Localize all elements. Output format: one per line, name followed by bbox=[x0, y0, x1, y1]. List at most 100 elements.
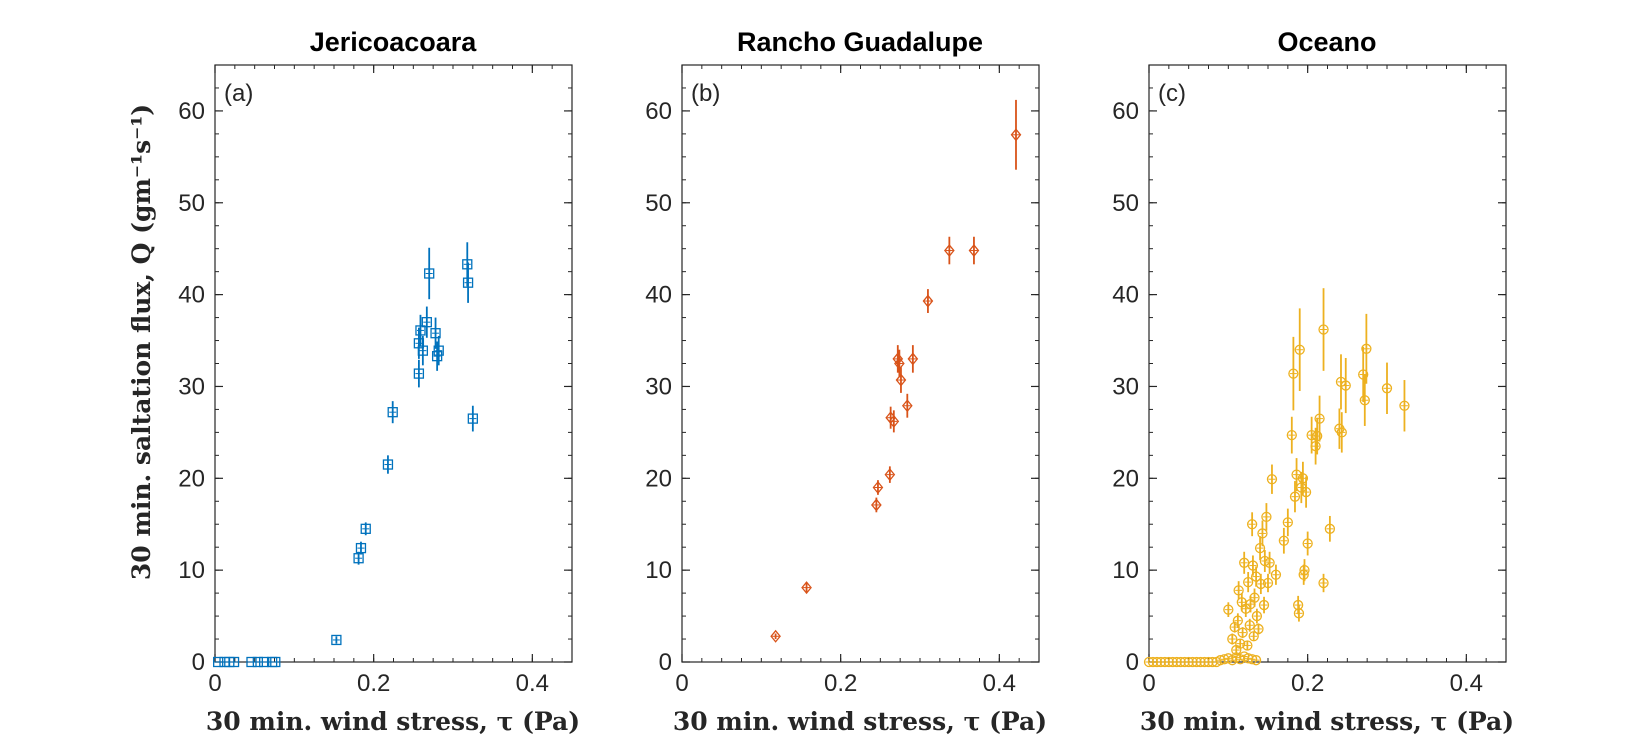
y-tick-label: 10 bbox=[1112, 557, 1139, 584]
square-marker bbox=[415, 325, 426, 336]
data-point bbox=[1318, 573, 1329, 593]
square-marker bbox=[467, 413, 478, 424]
circle-marker bbox=[1255, 578, 1267, 590]
data-point bbox=[1294, 308, 1305, 392]
y-tick-label: 60 bbox=[645, 98, 672, 125]
data-point bbox=[433, 335, 444, 366]
circle-marker bbox=[1297, 473, 1309, 484]
data-point bbox=[1314, 395, 1325, 442]
diamond-marker bbox=[888, 414, 900, 428]
circle-marker bbox=[1235, 638, 1246, 649]
data-point bbox=[1288, 336, 1299, 411]
diamond-marker bbox=[895, 373, 907, 387]
circle-marker bbox=[1399, 400, 1410, 411]
circle-marker bbox=[1248, 631, 1259, 642]
square-marker bbox=[355, 542, 367, 554]
diamond-marker bbox=[872, 480, 884, 495]
data-point bbox=[1318, 288, 1329, 371]
diamond-marker bbox=[801, 581, 812, 595]
square-marker bbox=[360, 523, 371, 534]
y-tick-label: 50 bbox=[178, 190, 205, 217]
circle-marker bbox=[1264, 557, 1275, 568]
circle-marker bbox=[1247, 560, 1259, 571]
square-marker bbox=[417, 345, 429, 356]
data-point bbox=[1258, 596, 1270, 614]
panel-label-b: (b) bbox=[691, 80, 720, 107]
y-tick-label: 0 bbox=[1126, 649, 1139, 676]
diamond-marker bbox=[770, 629, 781, 643]
circle-marker bbox=[1289, 491, 1301, 502]
circle-marker bbox=[1215, 655, 1226, 666]
y-tick-label: 50 bbox=[645, 190, 672, 217]
circle-marker bbox=[1253, 623, 1264, 635]
data-point bbox=[1254, 536, 1266, 561]
data-point bbox=[1243, 571, 1254, 593]
square-marker bbox=[431, 351, 443, 362]
data-point bbox=[1299, 559, 1310, 582]
panel-title-jericoacoara: Jericoacoara bbox=[310, 27, 478, 57]
x-tick-label: 0.2 bbox=[357, 670, 390, 697]
y-tick-label: 20 bbox=[178, 465, 205, 492]
circle-marker bbox=[1299, 565, 1310, 576]
data-point bbox=[353, 551, 364, 565]
data-point bbox=[415, 314, 426, 347]
circle-marker bbox=[1361, 343, 1372, 354]
data-point bbox=[922, 289, 934, 313]
data-point bbox=[1340, 357, 1351, 414]
diamond-marker bbox=[1010, 128, 1022, 142]
data-point bbox=[895, 367, 907, 393]
data-point bbox=[1251, 608, 1263, 624]
square-marker bbox=[382, 459, 394, 470]
y-tick-label: 10 bbox=[645, 557, 672, 584]
circle-marker bbox=[1244, 620, 1255, 631]
x-tick-label: 0 bbox=[675, 670, 688, 697]
data-point bbox=[1358, 346, 1369, 403]
circle-marker bbox=[1246, 519, 1258, 530]
square-marker bbox=[331, 634, 342, 646]
circle-marker bbox=[1232, 615, 1244, 626]
circle-marker bbox=[1324, 523, 1336, 534]
data-point bbox=[1270, 564, 1282, 585]
panel-label-a: (a) bbox=[224, 80, 253, 107]
x-tick-label: 0 bbox=[208, 670, 221, 697]
data-point bbox=[1253, 623, 1264, 635]
data-point bbox=[413, 359, 425, 388]
data-point bbox=[901, 393, 913, 418]
y-axis-label: 30 min. saltation flux, Q (gm⁻¹s⁻¹) bbox=[127, 104, 156, 580]
data-point bbox=[382, 455, 394, 474]
data-point bbox=[1262, 573, 1274, 593]
circle-marker bbox=[1340, 380, 1351, 391]
data-point bbox=[417, 335, 429, 366]
data-point bbox=[1289, 481, 1301, 513]
y-tick-label: 40 bbox=[645, 282, 672, 309]
panel-oceano: Oceano (c) 30 min. wind stress, τ (Pa) 0… bbox=[1112, 27, 1514, 736]
y-tick-label: 30 bbox=[1112, 373, 1139, 400]
circle-marker bbox=[1381, 383, 1393, 394]
data-point bbox=[1242, 640, 1253, 651]
panel-rancho-guadalupe: Rancho Guadalupe (b) 30 min. wind stress… bbox=[645, 27, 1047, 736]
diamond-marker bbox=[968, 244, 980, 258]
circle-marker bbox=[1358, 369, 1369, 380]
y-tick-label: 60 bbox=[178, 98, 205, 125]
circle-marker bbox=[1251, 610, 1263, 622]
data-point bbox=[1266, 464, 1278, 494]
data-point bbox=[1232, 613, 1244, 629]
data-point bbox=[1293, 605, 1305, 622]
diamond-marker bbox=[871, 498, 882, 512]
panel-jericoacoara: Jericoacoara (a) 30 min. wind stress, τ … bbox=[178, 27, 580, 736]
data-point bbox=[467, 405, 478, 432]
data-point bbox=[1336, 412, 1347, 453]
data-point bbox=[462, 262, 474, 303]
data-point bbox=[1247, 555, 1259, 576]
square-marker bbox=[353, 553, 364, 564]
data-point bbox=[1278, 527, 1290, 554]
data-point bbox=[1300, 476, 1312, 508]
data-point bbox=[270, 656, 281, 668]
data-point bbox=[801, 581, 812, 595]
data-point bbox=[1302, 531, 1313, 556]
square-marker bbox=[387, 407, 398, 418]
data-point bbox=[1010, 99, 1022, 170]
panel-title-rancho-guadalupe: Rancho Guadalupe bbox=[737, 27, 983, 57]
